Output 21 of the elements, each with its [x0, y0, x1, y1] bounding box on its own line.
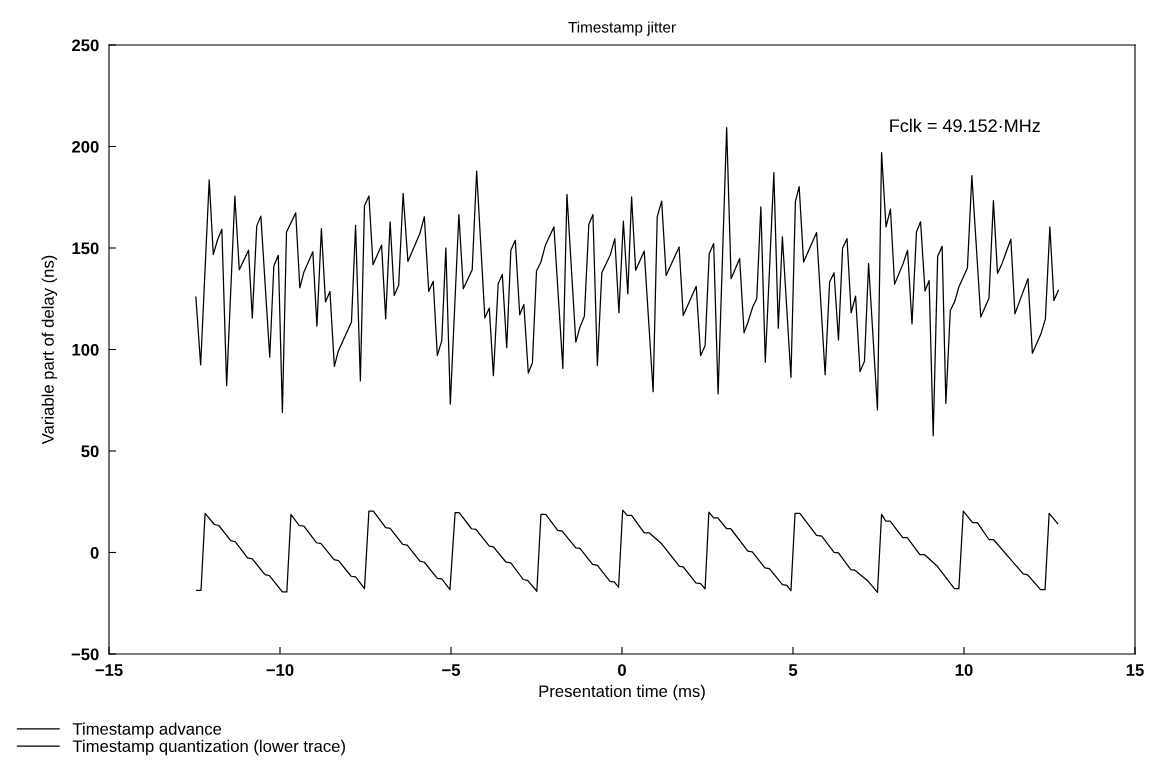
chart-title: Timestamp jitter [568, 21, 676, 36]
x-tick-label: 10 [955, 664, 973, 676]
y-tick-label: 200 [72, 140, 99, 153]
annotation: Fclk = 49.152·MHz [890, 118, 1040, 133]
line-series [195, 509, 1059, 593]
x-tick-label: −15 [95, 664, 123, 676]
y-tick-label: −50 [71, 648, 99, 661]
legend-label: Timestamp quantization (lower trace) [72, 739, 345, 756]
legend-label: Timestamp advance [72, 722, 222, 739]
y-axis-title: Variable part of delay (ns) [41, 255, 58, 445]
y-tick-label: 50 [81, 445, 99, 458]
x-axis-title: Presentation time (ms) [539, 684, 705, 701]
y-tick-label: 0 [90, 546, 99, 559]
x-tick-label: −5 [442, 664, 461, 676]
x-tick-label: 15 [1126, 664, 1144, 676]
y-tick-label: 250 [72, 39, 99, 52]
x-tick-label: −10 [266, 664, 294, 676]
y-tick-label: 100 [72, 343, 99, 356]
x-tick-label: 0 [618, 664, 626, 676]
x-tick-label: 5 [788, 664, 798, 676]
y-tick-label: 150 [72, 242, 99, 255]
